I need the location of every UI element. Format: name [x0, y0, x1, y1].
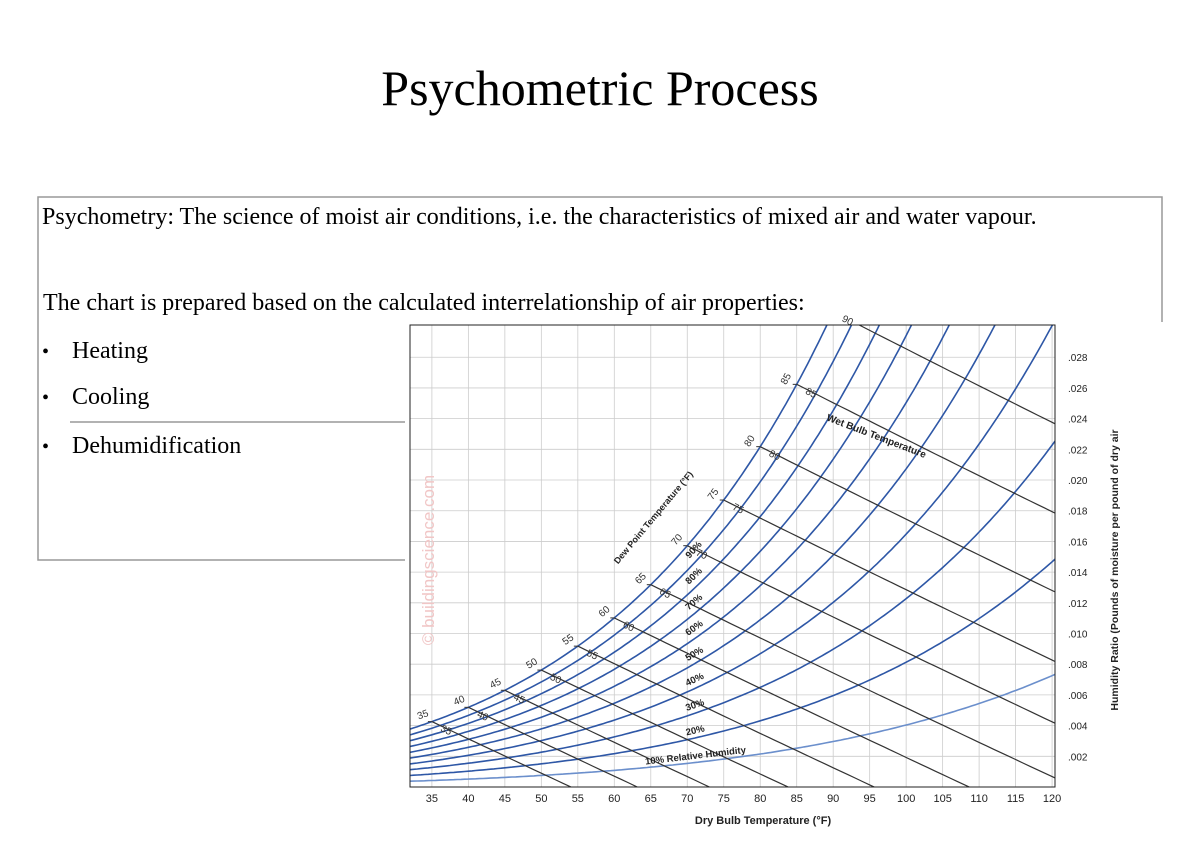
rh-curve	[410, 325, 881, 742]
bullet: Dehumidification	[72, 433, 241, 459]
paragraph: Psychometry: The science of moist air co…	[42, 204, 1037, 230]
x-tick-label: 65	[645, 793, 657, 805]
rh-curve	[410, 558, 1055, 777]
bullet-mark: •	[42, 387, 49, 409]
bullet-mark: •	[42, 436, 49, 458]
rh-curve	[410, 325, 828, 730]
wet-bulb-label: 45	[512, 692, 527, 707]
y-tick-label: .020	[1068, 476, 1088, 487]
box-text: Psychometry: The science of moist air co…	[42, 204, 1037, 230]
rh-curve	[410, 325, 951, 754]
wet-bulb-line	[431, 721, 573, 787]
wet-bulb-label: 85	[803, 386, 818, 401]
x-tick-label: 105	[933, 793, 951, 805]
bullet-mark: •	[42, 341, 49, 363]
y-tick-label: .014	[1068, 568, 1088, 579]
wet-bulb-line	[759, 446, 1055, 593]
x-tick-label: 40	[462, 793, 474, 805]
y-tick-label: .010	[1068, 630, 1088, 641]
y-tick-label: .016	[1068, 537, 1088, 548]
bullet: Cooling	[72, 384, 149, 410]
wet-bulb-label: 60	[621, 620, 636, 635]
wet-bulb-label: 40	[475, 709, 490, 724]
x-tick-label: 70	[681, 793, 693, 805]
wet-bulb-label: 65	[657, 586, 672, 601]
y-tick-label: .022	[1068, 445, 1088, 456]
y-tick-label: .018	[1068, 507, 1088, 518]
x-tick-label: 45	[499, 793, 511, 805]
x-tick-label: 50	[535, 793, 547, 805]
x-axis-title: Dry Bulb Temperature (°F)	[695, 815, 832, 827]
dew-point-label: 85	[779, 371, 794, 386]
y-tick-label: .024	[1068, 415, 1088, 426]
wet-bulb-label: 75	[730, 502, 745, 517]
x-tick-label: 90	[827, 793, 839, 805]
watermark: © buildingscience.com	[419, 475, 438, 645]
y-tick-label: .004	[1068, 722, 1088, 733]
x-tick-label: 115	[1007, 793, 1025, 805]
wet-bulb-line	[614, 617, 971, 787]
x-tick-label: 100	[897, 793, 915, 805]
y-tick-label: .028	[1068, 353, 1088, 364]
bullet: Heating	[72, 338, 148, 364]
y-tick-label: .026	[1068, 384, 1088, 395]
dew-point-label: 50	[524, 656, 540, 671]
wet-bulb-label: 80	[767, 448, 782, 463]
wet-bulb-line	[504, 689, 711, 787]
x-tick-label: 120	[1043, 793, 1061, 805]
y-tick-label: .002	[1068, 752, 1088, 763]
x-tick-label: 80	[754, 793, 766, 805]
plot-frame	[409, 324, 1056, 788]
figure-bg	[405, 322, 1165, 837]
x-tick-label: 95	[864, 793, 876, 805]
x-tick-label: 60	[608, 793, 620, 805]
wet-bulb-label: 90	[840, 314, 855, 329]
wet-bulb-line	[468, 706, 639, 787]
x-tick-label: 55	[572, 793, 584, 805]
rh-curve	[410, 325, 1054, 765]
plot-area	[410, 325, 1055, 787]
wet-bulb-label: 70	[694, 548, 709, 563]
wet-bulb-label: 35	[439, 723, 454, 738]
rh-curve	[410, 325, 853, 736]
dew-point-label: 40	[452, 694, 467, 709]
y-tick-label: .008	[1068, 660, 1088, 671]
paragraph: The chart is prepared based on the calcu…	[43, 290, 805, 316]
wet-bulb-line	[796, 383, 1055, 514]
rh-label: 20%	[685, 723, 707, 738]
wet-bulb-line	[857, 325, 1055, 425]
wet-bulb-line	[687, 545, 1055, 724]
slide-title: Psychometric Process	[381, 60, 818, 116]
wet-bulb-line	[650, 584, 1055, 779]
wet-bulb-label: 55	[585, 648, 600, 663]
x-tick-label: 35	[426, 793, 438, 805]
rh-curve	[410, 325, 996, 759]
wet-bulb-line	[541, 669, 790, 787]
x-tick-label: 110	[970, 793, 988, 805]
y-axis-title: Humidity Ratio (Pounds of moisture per p…	[1109, 429, 1121, 710]
dew-point-label: 45	[488, 676, 503, 691]
wet-bulb-line	[723, 499, 1055, 663]
y-tick-label: .012	[1068, 599, 1088, 610]
x-tick-label: 75	[718, 793, 730, 805]
rh-curve	[410, 325, 913, 748]
y-tick-label: .006	[1068, 691, 1088, 702]
x-tick-label: 85	[791, 793, 803, 805]
dew-point-label: 35	[416, 708, 431, 722]
wet-bulb-line	[577, 645, 876, 787]
rh-curve	[410, 673, 1055, 783]
wet-bulb-label: 50	[548, 672, 563, 687]
